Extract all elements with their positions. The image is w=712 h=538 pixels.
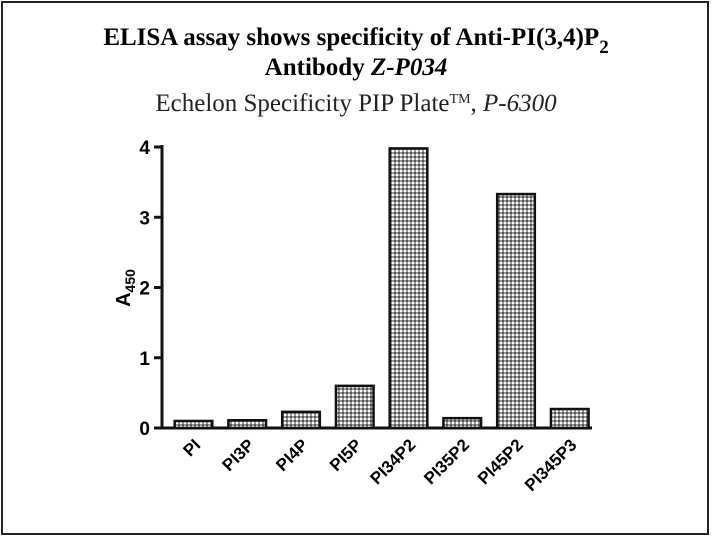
chart-title: ELISA assay shows specificity of Anti-PI… [103, 24, 608, 58]
bar [280, 410, 322, 430]
y-label-sub: 450 [122, 269, 138, 293]
y-axis-label: A450 [113, 269, 138, 307]
y-tick-label: 4 [139, 138, 150, 159]
bar [227, 419, 268, 430]
bar [442, 416, 483, 430]
y-tick-label: 1 [139, 349, 150, 370]
y-label-text: A [113, 292, 135, 306]
title-text: ELISA assay shows specificity of Anti-PI… [103, 24, 599, 51]
y-tick-label: 0 [139, 419, 150, 440]
title-italic: Z-P034 [370, 54, 447, 81]
subtitle-sup: TM [450, 92, 472, 107]
subtitle-sep: , [471, 90, 477, 117]
subtitle-italic: P-6300 [482, 90, 557, 117]
subtitle-text: Echelon Specificity PIP Plate [155, 90, 449, 117]
bar [495, 192, 537, 430]
y-tick-label: 3 [139, 208, 150, 229]
y-tick-label: 2 [139, 279, 150, 300]
bar [173, 419, 214, 430]
bar [388, 147, 429, 430]
title-text: Antibody [265, 54, 366, 81]
bar [549, 407, 590, 430]
bar [334, 384, 375, 430]
chart-subtitle: Echelon Specificity PIP PlateTM, P-6300 [155, 90, 557, 117]
title-subscript: 2 [599, 37, 609, 58]
chart-title-line2: Antibody Z-P034 [265, 54, 448, 81]
